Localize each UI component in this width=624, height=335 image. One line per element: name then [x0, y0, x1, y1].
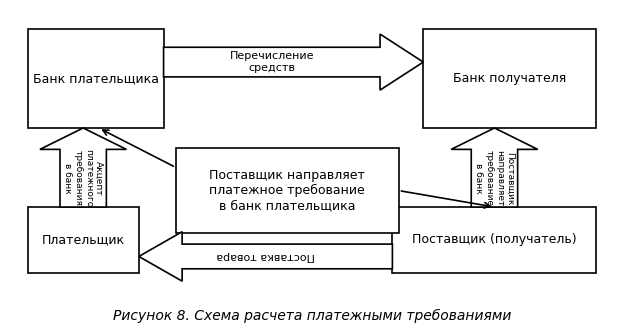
Text: Банк плательщика: Банк плательщика — [32, 72, 158, 85]
FancyBboxPatch shape — [27, 29, 163, 128]
FancyBboxPatch shape — [423, 29, 597, 128]
Text: Банк получателя: Банк получателя — [453, 72, 567, 85]
Text: Поставщик направляет
платежное требование
в банк плательщика: Поставщик направляет платежное требовани… — [209, 169, 365, 212]
Text: Рисунок 8. Схема расчета платежными требованиями: Рисунок 8. Схема расчета платежными треб… — [113, 309, 511, 323]
Text: Акцепт
платежного
требования
в банк: Акцепт платежного требования в банк — [63, 149, 104, 207]
FancyBboxPatch shape — [176, 148, 399, 233]
FancyBboxPatch shape — [392, 207, 597, 273]
Text: Поставка товара: Поставка товара — [217, 252, 315, 261]
FancyBboxPatch shape — [27, 207, 139, 273]
Text: Плательщик: Плательщик — [42, 233, 125, 247]
Polygon shape — [163, 34, 423, 90]
Text: Поставщик (получатель): Поставщик (получатель) — [412, 233, 577, 247]
Polygon shape — [451, 128, 538, 207]
Text: Поставщик
направляет
требование
в банк: Поставщик направляет требование в банк — [474, 150, 515, 206]
Polygon shape — [139, 232, 392, 281]
Text: Перечисление
средств: Перечисление средств — [230, 51, 314, 73]
Polygon shape — [40, 128, 127, 207]
